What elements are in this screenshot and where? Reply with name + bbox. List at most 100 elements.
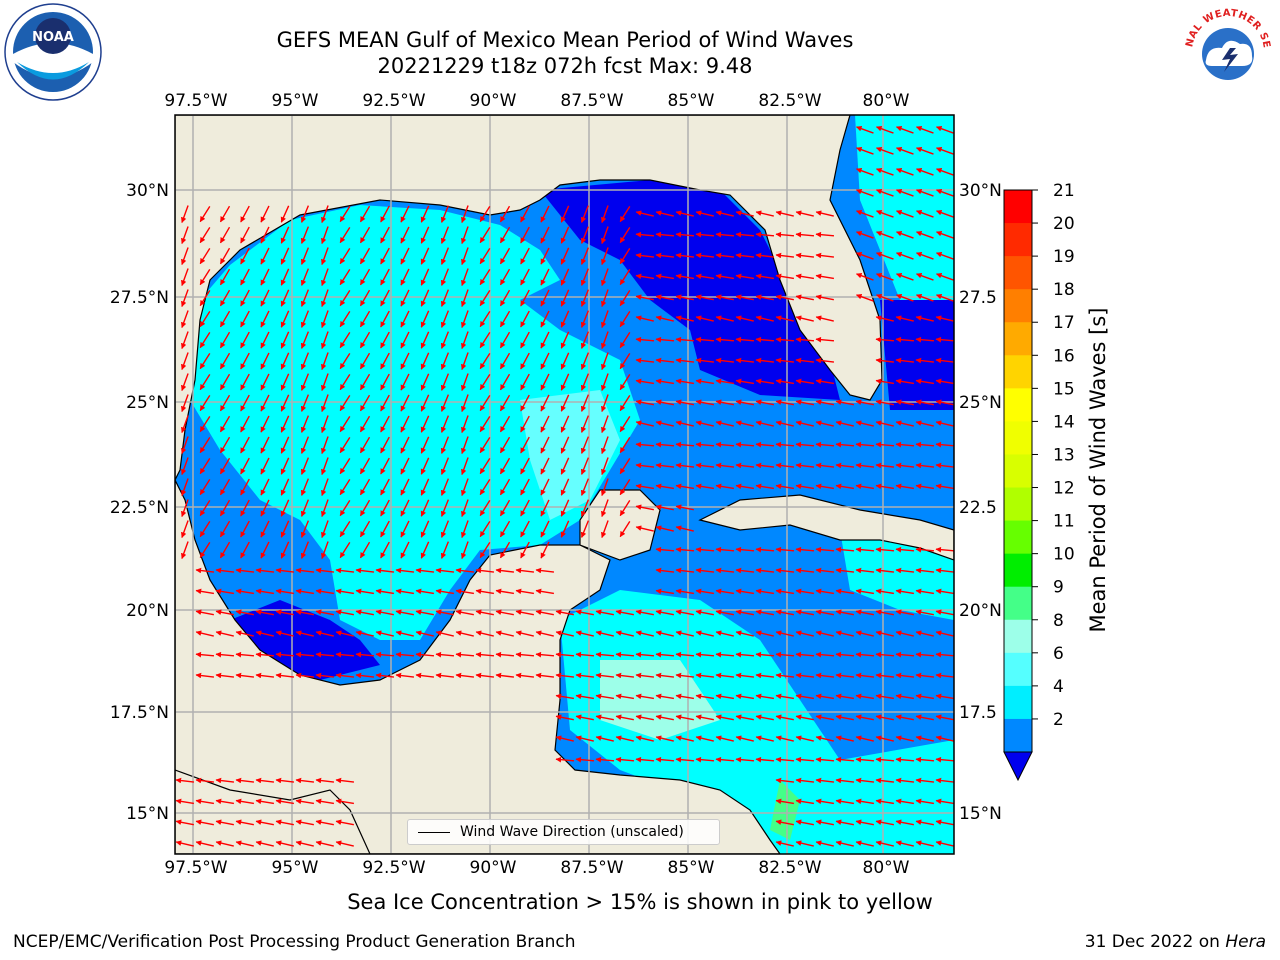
wind-arrow (755, 273, 774, 280)
wind-arrow (575, 735, 594, 742)
wind-arrow (855, 819, 874, 826)
wind-arrow (515, 672, 535, 679)
wind-arrow (601, 415, 609, 433)
wind-arrow (380, 373, 390, 391)
wind-arrow (755, 609, 774, 616)
wind-arrow (855, 630, 874, 637)
wind-arrow (199, 247, 211, 265)
wind-arrow (300, 478, 310, 496)
wind-arrow (935, 609, 954, 616)
wind-arrow (461, 289, 469, 307)
wind-arrow (875, 714, 894, 721)
wind-arrow (455, 630, 474, 637)
wind-arrow (240, 268, 250, 286)
wind-arrow (755, 210, 774, 217)
wind-arrow (335, 567, 355, 574)
wind-arrow (835, 798, 854, 805)
colorbar-tick-label: 6 (1053, 644, 1064, 664)
wind-arrow (479, 331, 491, 349)
colorbar-tick-label: 17 (1053, 313, 1075, 333)
wind-arrow (520, 541, 530, 559)
wind-arrow (479, 373, 491, 391)
wind-arrow (895, 546, 915, 553)
wind-arrow (359, 499, 371, 517)
wind-arrow (515, 609, 534, 616)
wind-arrow (601, 205, 609, 223)
wind-arrow (315, 567, 335, 574)
wind-arrow (395, 588, 414, 595)
wind-arrow (255, 588, 274, 595)
wind-arrow (455, 609, 474, 616)
wind-arrow (619, 247, 631, 265)
wind-arrow (535, 672, 555, 679)
wind-arrow (355, 651, 375, 658)
wind-arrow (175, 777, 195, 784)
wind-arrow (916, 252, 934, 260)
wind-arrow (615, 714, 634, 721)
wind-arrow (695, 210, 714, 217)
wind-arrow (479, 520, 491, 538)
wind-arrow (876, 147, 894, 155)
wind-arrow (601, 499, 609, 517)
wind-arrow (280, 520, 290, 538)
lat-tick-left: 25°N (126, 393, 169, 413)
wind-arrow (560, 436, 570, 454)
wind-arrow (260, 415, 270, 433)
wind-arrow (575, 651, 595, 658)
wind-arrow (499, 457, 511, 475)
wind-arrow (655, 651, 675, 658)
wind-arrow (240, 205, 250, 223)
wind-arrow (235, 672, 255, 679)
wind-arrow (875, 756, 895, 763)
wind-arrow (535, 588, 554, 595)
wind-arrow (400, 352, 410, 370)
colorbar-band (1004, 256, 1032, 290)
wind-arrow (936, 126, 954, 134)
wind-arrow (655, 546, 675, 553)
lat-tick-left: 22.5°N (110, 498, 169, 518)
wind-arrow (915, 420, 934, 427)
wind-arrow (855, 609, 874, 616)
wind-arrow (795, 819, 814, 826)
wind-arrow (655, 210, 674, 217)
wind-arrow (655, 462, 675, 469)
wind-arrow (280, 289, 290, 307)
wind-arrow (895, 693, 914, 700)
wind-arrow (595, 693, 614, 700)
wind-arrow (321, 247, 329, 265)
wind-arrow (915, 441, 935, 448)
wind-arrow (240, 247, 250, 265)
wind-arrow (875, 651, 895, 658)
wind-arrow (461, 541, 469, 559)
wind-arrow (580, 499, 590, 517)
wind-arrow (895, 567, 915, 574)
wind-arrow (635, 252, 655, 259)
wind-arrow (495, 567, 515, 574)
wind-arrow (735, 273, 754, 280)
wind-arrow (915, 399, 934, 406)
wind-arrow (400, 436, 410, 454)
wind-arrow (915, 798, 934, 805)
wind-arrow (715, 630, 734, 637)
wind-arrow (695, 294, 714, 301)
wind-arrow (619, 520, 631, 538)
wind-arrow (815, 798, 834, 805)
wind-arrow (835, 672, 855, 679)
wind-arrow (875, 819, 894, 826)
wind-arrow (915, 357, 935, 364)
wind-arrow (520, 436, 530, 454)
wind-arrow (335, 588, 354, 595)
wind-arrow (615, 672, 635, 679)
wind-arrow (295, 588, 314, 595)
wind-arrow (815, 567, 835, 574)
wind-arrow (420, 310, 430, 328)
wind-arrow (380, 289, 390, 307)
lon-tick-bottom: 90°W (470, 858, 517, 878)
wind-arrow (775, 231, 795, 238)
wind-arrow (655, 735, 674, 742)
wind-arrow (895, 609, 914, 616)
wind-arrow (795, 441, 815, 448)
wind-arrow (675, 231, 695, 238)
wind-arrow (755, 735, 774, 742)
